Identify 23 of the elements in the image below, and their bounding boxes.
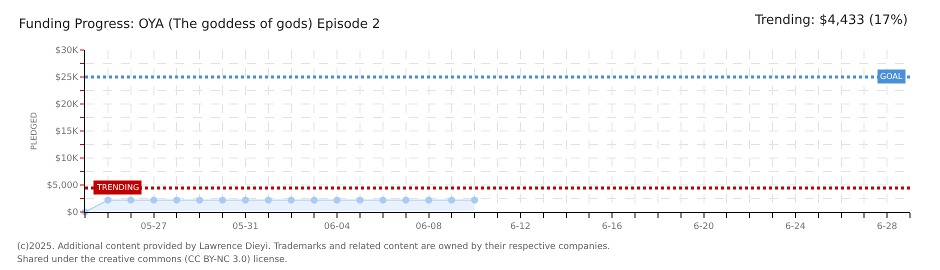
- y-axis-title: PLEDGED: [29, 112, 38, 150]
- x-tick-label: 6-12: [510, 222, 531, 232]
- x-tick-label: 6-20: [694, 222, 714, 232]
- x-tick-label: 6-28: [876, 222, 898, 232]
- y-tick-label: $10K: [55, 154, 80, 164]
- y-tick-label: $0: [66, 208, 78, 218]
- x-tick-label: 6-24: [785, 222, 806, 232]
- y-tick-label: $5,000: [46, 181, 78, 192]
- y-tick-label: $15K: [55, 127, 80, 138]
- text: Shared under the creative commons (CC BY-NC 3.0) license.: [17, 255, 288, 265]
- ref-line-label: GOAL: [880, 72, 903, 81]
- x-tick-label: 06-08: [416, 222, 442, 232]
- y-tick-label: $30K: [55, 46, 80, 56]
- y-tick-label: $25K: [55, 73, 80, 84]
- text: (c)2025. Additional content provided by Lawrence Dieyi. Trademarks and related content are owned by their respective companies.: [17, 242, 610, 252]
- y-tick-label: $20K: [55, 100, 80, 110]
- chart-title: Funding Progress: OYA (The goddess of gods) Episode 2: [18, 17, 380, 32]
- chart-subtitle: Trending: $4,433 (17%): [754, 13, 908, 28]
- ref-line-label: TRENDING: [96, 183, 140, 192]
- x-tick-label: 05-31: [232, 222, 258, 232]
- x-tick-label: 05-27: [140, 222, 167, 232]
- x-tick-label: 6-16: [602, 222, 623, 232]
- x-tick-label: 06-04: [324, 222, 350, 232]
